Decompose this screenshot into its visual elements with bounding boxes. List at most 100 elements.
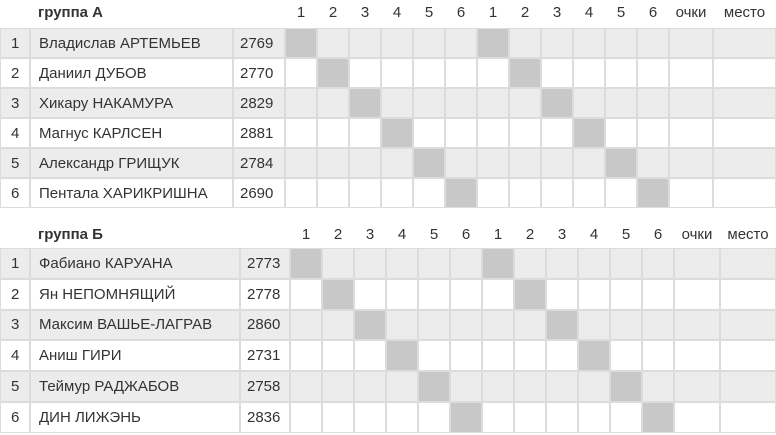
result-cell (720, 402, 776, 433)
result-cell (322, 402, 354, 433)
player-name: Аниш ГИРИ (30, 340, 240, 372)
result-cell (386, 402, 418, 433)
result-cell (546, 402, 578, 433)
row-number: 3 (0, 88, 30, 118)
self-cell (413, 148, 445, 178)
result-cell (317, 28, 349, 58)
result-cell (349, 28, 381, 58)
player-name: Максим ВАШЬЕ-ЛАГРАВ (30, 309, 240, 341)
result-cell (720, 278, 776, 310)
result-cell (573, 58, 605, 88)
result-cell (674, 248, 720, 279)
row-number: 6 (0, 402, 30, 433)
result-cell (610, 340, 642, 372)
result-cell (610, 309, 642, 341)
result-cell (418, 278, 450, 310)
result-cell (573, 178, 605, 208)
result-cell (317, 118, 349, 148)
result-cell (546, 278, 578, 310)
self-cell (605, 148, 637, 178)
self-cell (386, 340, 418, 372)
result-cell (509, 118, 541, 148)
result-cell (450, 309, 482, 341)
result-cell (349, 58, 381, 88)
result-cell (578, 402, 610, 433)
column-header: 3 (365, 225, 375, 243)
result-cell (642, 371, 674, 402)
result-cell (578, 371, 610, 402)
player-name: Магнус КАРЛСЕН (30, 118, 233, 148)
column-header: 6 (648, 3, 658, 21)
result-cell (610, 278, 642, 310)
result-cell (514, 340, 546, 372)
column-header: 3 (557, 225, 567, 243)
result-cell (477, 148, 509, 178)
result-cell (546, 371, 578, 402)
result-cell (381, 148, 413, 178)
player-rating: 2773 (240, 248, 290, 279)
result-cell (578, 309, 610, 341)
result-cell (669, 148, 713, 178)
result-cell (285, 178, 317, 208)
result-cell (674, 402, 720, 433)
player-rating: 2784 (233, 148, 285, 178)
column-header: 4 (589, 225, 599, 243)
result-cell (610, 402, 642, 433)
result-cell (317, 88, 349, 118)
self-cell (637, 178, 669, 208)
result-cell (450, 278, 482, 310)
result-cell (720, 248, 776, 279)
column-header: 2 (328, 3, 338, 21)
result-cell (713, 88, 776, 118)
result-cell (642, 248, 674, 279)
result-cell (541, 118, 573, 148)
player-rating: 2881 (233, 118, 285, 148)
result-cell (482, 278, 514, 310)
column-header: 2 (525, 225, 535, 243)
result-cell (354, 371, 386, 402)
result-cell (541, 178, 573, 208)
result-cell (674, 340, 720, 372)
column-header: 5 (429, 225, 439, 243)
result-cell (546, 248, 578, 279)
row-number: 1 (0, 28, 30, 58)
result-cell (477, 118, 509, 148)
player-rating: 2836 (240, 402, 290, 433)
result-cell (642, 309, 674, 341)
column-header: 4 (397, 225, 407, 243)
column-header: место (723, 3, 766, 21)
column-header: 1 (296, 3, 306, 21)
result-cell (637, 148, 669, 178)
column-header: очки (675, 3, 707, 21)
result-cell (317, 148, 349, 178)
result-cell (322, 309, 354, 341)
self-cell (317, 58, 349, 88)
row-number: 3 (0, 309, 30, 341)
self-cell (322, 278, 354, 310)
column-header: 4 (584, 3, 594, 21)
result-cell (578, 278, 610, 310)
result-cell (509, 28, 541, 58)
result-cell (418, 309, 450, 341)
group-title: группа А (38, 3, 104, 21)
player-name: Хикару НАКАМУРА (30, 88, 233, 118)
self-cell (546, 309, 578, 341)
result-cell (477, 58, 509, 88)
result-cell (637, 58, 669, 88)
result-cell (573, 88, 605, 118)
result-cell (418, 402, 450, 433)
result-cell (322, 340, 354, 372)
column-header: 5 (424, 3, 434, 21)
result-cell (445, 58, 477, 88)
result-cell (514, 371, 546, 402)
row-number: 5 (0, 148, 30, 178)
player-name: ДИН ЛИЖЭНЬ (30, 402, 240, 433)
result-cell (541, 148, 573, 178)
result-cell (381, 88, 413, 118)
result-cell (386, 309, 418, 341)
column-header: 1 (301, 225, 311, 243)
column-header: место (727, 225, 769, 243)
column-header: очки (681, 225, 713, 243)
result-cell (381, 178, 413, 208)
